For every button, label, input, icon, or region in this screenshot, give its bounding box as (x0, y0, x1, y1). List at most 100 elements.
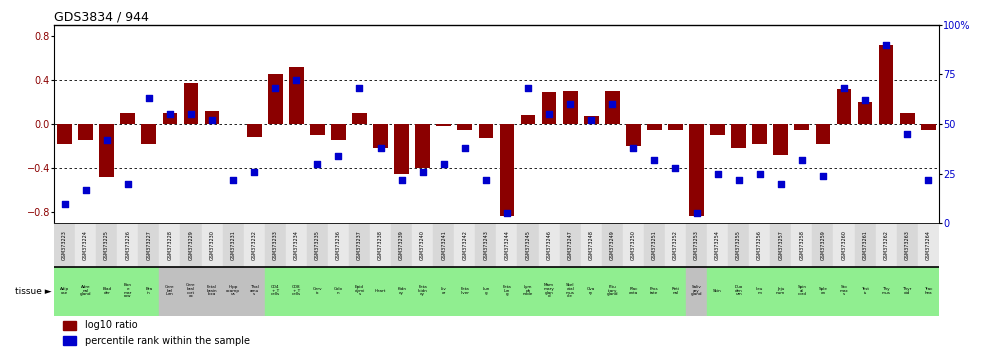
Bar (476, 223, 496, 268)
Bar (771, 268, 791, 316)
Bar (834, 268, 854, 316)
Bar (244, 223, 264, 268)
Text: GSM373260: GSM373260 (841, 230, 846, 260)
Bar (222, 223, 244, 268)
Bar (454, 268, 476, 316)
Bar (896, 223, 918, 268)
Text: GSM373254: GSM373254 (715, 230, 721, 260)
Text: GSM373247: GSM373247 (567, 230, 573, 260)
Point (183, 111, 199, 117)
Text: Fetal
brain
loca: Fetal brain loca (206, 285, 217, 296)
Text: Hipp
ocamp
us: Hipp ocamp us (226, 285, 240, 296)
Bar (457, 124, 472, 130)
Text: GSM373240: GSM373240 (420, 230, 426, 260)
Text: GSM373252: GSM373252 (673, 230, 678, 260)
Bar (391, 268, 412, 316)
Bar (181, 268, 202, 316)
Bar (204, 111, 219, 124)
Point (141, 96, 156, 101)
Point (857, 97, 873, 103)
Bar (899, 113, 914, 124)
Text: GSM373243: GSM373243 (484, 230, 489, 260)
Bar (644, 223, 665, 268)
Bar (749, 223, 771, 268)
Bar (99, 124, 114, 177)
Text: GSM373237: GSM373237 (357, 230, 362, 260)
Bar (159, 268, 181, 316)
Point (562, 101, 578, 107)
Text: Feta
lkidn
ey: Feta lkidn ey (418, 285, 428, 296)
Text: GSM373259: GSM373259 (821, 230, 826, 260)
Bar (918, 223, 939, 268)
Text: Plac
enta: Plac enta (629, 287, 638, 295)
Text: Bra
in: Bra in (145, 287, 152, 295)
Point (225, 177, 241, 183)
Text: Lun
g: Lun g (483, 287, 490, 295)
Point (415, 169, 431, 175)
Bar (626, 124, 641, 146)
Text: GSM373263: GSM373263 (904, 230, 909, 260)
Bar (307, 268, 328, 316)
Bar (581, 268, 602, 316)
Text: Saliv
ary
gland: Saliv ary gland (691, 285, 702, 296)
Text: GSM373262: GSM373262 (884, 230, 889, 260)
Text: GSM373261: GSM373261 (862, 230, 868, 260)
Text: GSM373226: GSM373226 (125, 230, 131, 260)
Bar (665, 223, 686, 268)
Text: log10 ratio: log10 ratio (85, 320, 138, 330)
Point (542, 111, 557, 117)
Text: GSM373253: GSM373253 (694, 230, 699, 260)
Point (752, 171, 768, 177)
Bar (731, 124, 746, 148)
Bar (896, 268, 918, 316)
Point (478, 177, 493, 183)
Point (794, 157, 810, 162)
Text: GSM373228: GSM373228 (167, 230, 172, 260)
Point (373, 145, 388, 151)
Text: GDS3834 / 944: GDS3834 / 944 (54, 11, 149, 24)
Text: Cerv
ix: Cerv ix (313, 287, 322, 295)
Bar (665, 268, 686, 316)
Text: Spin
al
cord: Spin al cord (797, 285, 806, 296)
Bar (496, 268, 517, 316)
Text: Kidn
ey: Kidn ey (397, 287, 406, 295)
Bar (517, 268, 539, 316)
Text: GSM373257: GSM373257 (779, 230, 783, 260)
Bar (328, 223, 349, 268)
Text: Mam
mary
glan
d: Mam mary glan d (544, 284, 554, 298)
Bar (202, 268, 222, 316)
Bar (159, 223, 181, 268)
Text: GSM373255: GSM373255 (736, 230, 741, 260)
Bar (539, 223, 559, 268)
Bar (222, 268, 244, 316)
Bar (854, 268, 876, 316)
Point (499, 211, 515, 216)
Point (120, 181, 136, 187)
Bar (644, 268, 665, 316)
Text: Reti
nal: Reti nal (671, 287, 679, 295)
Bar (370, 223, 391, 268)
Bar (370, 268, 391, 316)
Point (837, 86, 852, 91)
Bar (499, 124, 514, 216)
Point (78, 187, 93, 193)
Bar (63, 321, 77, 330)
Bar (517, 223, 539, 268)
Bar (75, 268, 96, 316)
Point (773, 181, 788, 187)
Text: Sto
mac
s: Sto mac s (839, 285, 848, 296)
Bar (918, 268, 939, 316)
Bar (623, 268, 644, 316)
Bar (647, 124, 662, 130)
Text: GSM373251: GSM373251 (652, 230, 657, 260)
Point (247, 169, 262, 175)
Text: Liv
er: Liv er (440, 287, 446, 295)
Text: GSM373224: GSM373224 (84, 230, 88, 260)
Point (920, 177, 936, 183)
Bar (584, 116, 599, 124)
Bar (120, 113, 135, 124)
Text: GSM373250: GSM373250 (631, 230, 636, 260)
Text: Sple
en: Sple en (819, 287, 828, 295)
Text: Ileu
m: Ileu m (756, 287, 764, 295)
Bar (559, 223, 581, 268)
